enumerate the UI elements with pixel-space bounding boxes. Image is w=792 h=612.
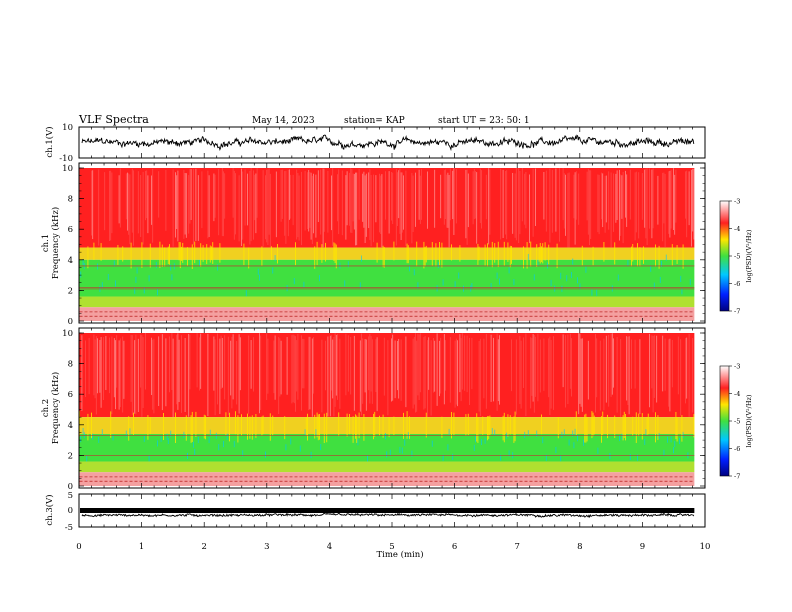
colorbar-tick-label: -6 [734,445,740,453]
y-ticks: 10 8 6 4 2 0 [62,329,705,492]
y-tick-label: 5 [68,491,73,501]
spectrum-low-region [79,461,695,473]
x-tick-label: 0 [76,542,81,552]
y-tick-label: 8 [68,360,73,370]
colorbar-tick-label: -3 [734,197,740,205]
x-ticks [78,494,706,527]
y-tick-label: 10 [62,329,73,339]
spectrogram-image-ch2 [79,333,695,486]
colorbar-tick-label: -5 [734,417,740,425]
x-ticks [78,163,706,323]
y-tick-label: 8 [68,195,73,205]
colorbar-ch1: -3 -4 -5 -6 -7 log(PSD)(V²/Hz) [719,197,753,315]
spectrum-bottom-region [79,307,695,321]
y-tick-label: 6 [68,225,73,235]
x-tick-label: 3 [264,542,269,552]
date-label: May 14, 2023 [252,116,315,126]
panel-waveform-ch3: 5 0 -5 ch.3(V) [44,491,706,533]
y-tick-label: -10 [59,154,73,164]
x-ticks [78,127,706,158]
colorbar-tick-label: -4 [734,225,740,233]
colorbar-tick-label: -3 [734,362,740,370]
x-tick-label: 2 [201,542,206,552]
panel-spectrogram-ch2: 10 8 6 4 2 0 ch.2 Frequency (kHz) [41,327,706,492]
y-tick-label: 0 [68,317,73,327]
colorbar-tick-label: -7 [734,307,740,315]
spectrum-high-region [79,168,695,248]
y-tick-label: 0 [68,506,73,516]
waveform-trace-ch1 [81,134,695,152]
y-tick-label: 4 [68,421,73,431]
figure-title: VLF Spectra [78,113,149,126]
x-tick-label: 9 [640,542,645,552]
x-tick-label: 6 [452,542,457,552]
y-tick-label: 2 [68,451,73,461]
y-axis-label-frequency: Frequency (kHz) [50,207,61,279]
colorbar-tick-label: -7 [734,472,740,480]
waveform-line [81,134,695,152]
colorbar-gradient [719,200,730,312]
x-ticks [78,328,706,488]
spectrum-low-region [79,296,695,308]
colorbar-label: log(PSD)(V²/Hz) [745,394,753,447]
waveform-trace-ch3 [80,508,695,519]
spectrum-high-region [79,333,695,418]
y-tick-label: 0 [68,482,73,492]
colorbar-gradient [719,365,730,477]
spectrum-transition-region [79,247,695,260]
x-tick-label: 5 [389,542,394,552]
colorbar-ticks: -3 -4 -5 -6 -7 [729,197,740,315]
colorbar-ch2: -3 -4 -5 -6 -7 log(PSD)(V²/Hz) [719,362,753,480]
x-tick-label: 10 [700,542,711,552]
y-axis-label-channel: ch.2 [41,399,51,417]
y-axis-label: ch.3(V) [44,494,55,525]
y-tick-label: 10 [62,123,73,133]
y-tick-label: 10 [62,164,73,174]
y-axis-label: ch.1(V) [44,126,55,157]
y-ticks: 10 8 6 4 2 0 [62,164,705,327]
x-axis-label: Time (min) [376,549,423,560]
y-axis-label-channel: ch.1 [41,234,51,252]
y-tick-label: -5 [65,523,73,533]
y-tick-label: 6 [68,390,73,400]
x-tick-label: 4 [327,542,332,552]
x-tick-label: 7 [514,542,519,552]
spectrum-bottom-region [79,472,695,486]
colorbar-ticks: -3 -4 -5 -6 -7 [729,362,740,480]
panel-waveform-ch1: 10 -10 ch.1(V) [44,123,706,164]
colorbar-tick-label: -4 [734,390,740,398]
colorbar-tick-label: -6 [734,280,740,288]
y-axis-label-frequency: Frequency (kHz) [50,372,61,444]
y-tick-label: 2 [68,286,73,296]
waveform-band [80,508,695,513]
station-label: station= KAP [344,116,405,126]
y-tick-label: 4 [68,256,73,266]
x-tick-label: 1 [139,542,144,552]
x-tick-label: 8 [577,542,582,552]
start-time-label: start UT = 23: 50: 1 [438,116,530,126]
spectrogram-image-ch1 [79,168,695,321]
panel-spectrogram-ch1: 10 8 6 4 2 0 ch.1 Frequency (kHz) [41,162,706,327]
x-tick-labels: 0 1 2 3 4 5 6 7 8 9 10 [76,542,710,552]
colorbar-label: log(PSD)(V²/Hz) [745,229,753,282]
waveform-line [81,512,695,519]
spectrum-transition-region [79,417,695,434]
colorbar-tick-label: -5 [734,252,740,260]
